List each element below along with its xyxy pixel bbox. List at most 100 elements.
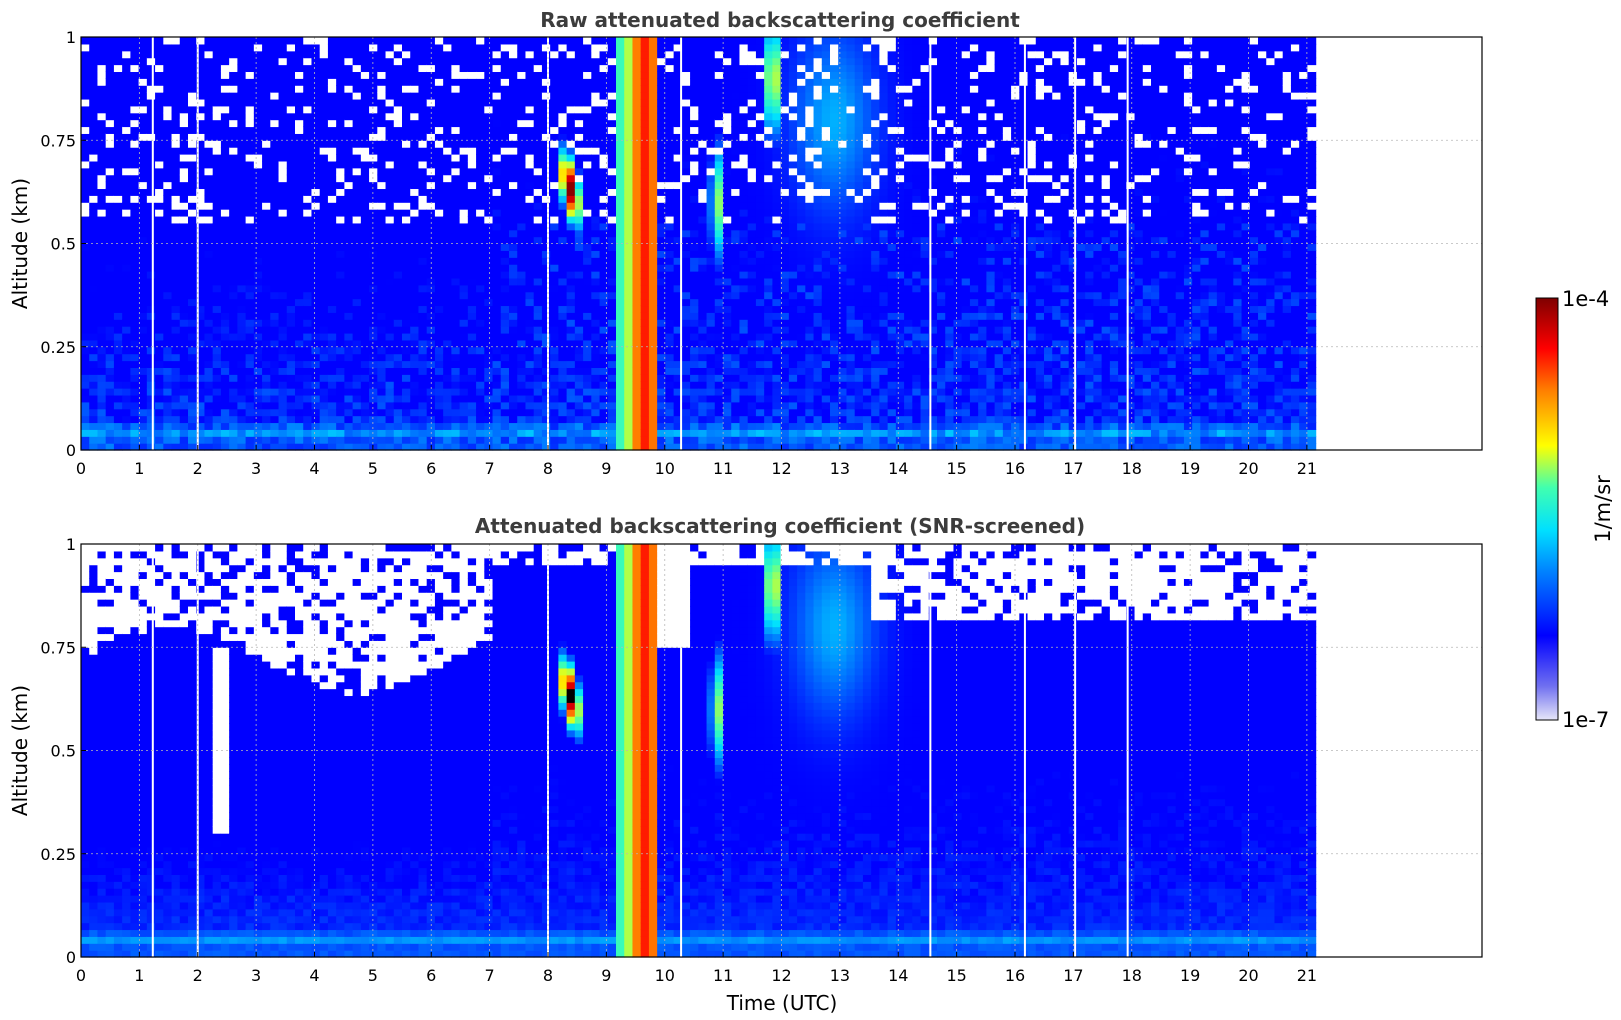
heatmap-cell (253, 257, 263, 265)
heatmap-cell (665, 78, 675, 86)
heatmap-cell (648, 229, 658, 238)
heatmap-cell (122, 298, 131, 307)
heatmap-cell (113, 284, 123, 293)
heatmap-cell (698, 388, 708, 396)
heatmap-cell (245, 367, 255, 375)
heatmap-cell (657, 112, 666, 121)
heatmap-cell (319, 257, 329, 265)
heatmap-cell (755, 71, 765, 79)
heatmap-cell (138, 85, 148, 93)
heatmap-cell (105, 229, 115, 238)
heatmap-cell (640, 401, 650, 410)
heatmap-cell (319, 388, 329, 396)
heatmap-cell (673, 360, 683, 368)
heatmap-cell (459, 367, 469, 375)
heatmap-cell (130, 394, 140, 403)
heatmap-cell (286, 250, 296, 258)
heatmap-cell (196, 160, 206, 169)
heatmap-cell (303, 305, 313, 313)
heatmap-cell (476, 222, 485, 231)
heatmap-cell (550, 388, 559, 396)
heatmap-cell (476, 408, 485, 417)
heatmap-cell (130, 429, 140, 437)
heatmap-cell (459, 312, 469, 320)
heatmap-cell (204, 195, 214, 203)
heatmap-cell (731, 126, 741, 134)
heatmap-cell (163, 346, 173, 355)
heatmap-cell (352, 57, 362, 66)
heatmap-cell (171, 126, 181, 134)
heatmap-cell (698, 167, 708, 176)
heatmap-cell (517, 167, 527, 176)
heatmap-cell (81, 71, 90, 79)
heatmap-cell (550, 236, 559, 245)
heatmap-cell (327, 415, 337, 424)
heatmap-cell (286, 57, 296, 66)
heatmap-cell (220, 112, 230, 121)
heatmap-cell (690, 250, 699, 258)
heatmap-cell (97, 222, 107, 231)
heatmap-cell (188, 408, 197, 417)
heatmap-cell (89, 43, 99, 52)
heatmap-cell (541, 443, 551, 451)
heatmap-cell (336, 181, 345, 190)
heatmap-cell (706, 284, 716, 293)
heatmap-cell (443, 105, 452, 114)
heatmap-cell (377, 98, 387, 107)
heatmap-cell (755, 415, 765, 424)
heatmap-cell (311, 408, 321, 417)
heatmap-cell (599, 305, 609, 313)
heatmap-cell (574, 374, 584, 382)
heatmap-cell (89, 353, 99, 362)
heatmap-cell (616, 215, 625, 224)
heatmap-cell (517, 64, 527, 73)
heatmap-cell (533, 229, 543, 238)
heatmap-cell (624, 160, 634, 169)
heatmap-cell (731, 236, 741, 245)
heatmap-cell (690, 436, 699, 444)
heatmap-cell (286, 298, 296, 307)
heatmap-cell (270, 64, 280, 73)
heatmap-cell (624, 78, 634, 86)
heatmap-cell (648, 381, 658, 389)
heatmap-cell (624, 381, 634, 389)
heatmap-cell (336, 229, 345, 238)
heatmap-cell (632, 360, 642, 368)
heatmap-cell (105, 381, 115, 389)
heatmap-cell (212, 229, 222, 238)
heatmap-cell (377, 43, 387, 52)
heatmap-cell (262, 50, 271, 59)
heatmap-cell (706, 215, 716, 224)
heatmap-cell (755, 381, 765, 389)
heatmap-cell (146, 222, 156, 231)
heatmap-cell (525, 429, 535, 437)
heatmap-cell (583, 174, 592, 183)
heatmap-cell (476, 332, 485, 341)
heatmap-cell (583, 298, 592, 307)
heatmap-cell (130, 43, 140, 52)
heatmap-cell (583, 374, 592, 382)
heatmap-cell (418, 394, 428, 403)
heatmap-cell (138, 181, 148, 190)
heatmap-cell (138, 429, 148, 437)
heatmap-cell (566, 422, 576, 430)
heatmap-cell (492, 422, 502, 430)
heatmap-cell (402, 401, 411, 410)
heatmap-cell (286, 305, 296, 313)
heatmap-cell (648, 37, 658, 45)
heatmap-cell (327, 443, 337, 451)
heatmap-cell (270, 174, 280, 183)
heatmap-cell (558, 154, 568, 162)
heatmap-cell (607, 43, 617, 52)
heatmap-cell (698, 140, 708, 148)
heatmap-cell (171, 408, 181, 417)
heatmap-cell (616, 236, 625, 245)
heatmap-cell (632, 298, 642, 307)
heatmap-cell (212, 202, 222, 210)
heatmap-cell (591, 326, 601, 334)
heatmap-cell (467, 154, 477, 162)
heatmap-cell (286, 367, 296, 375)
heatmap-cell (97, 394, 107, 403)
heatmap-cell (418, 209, 428, 217)
heatmap-cell (81, 443, 90, 451)
